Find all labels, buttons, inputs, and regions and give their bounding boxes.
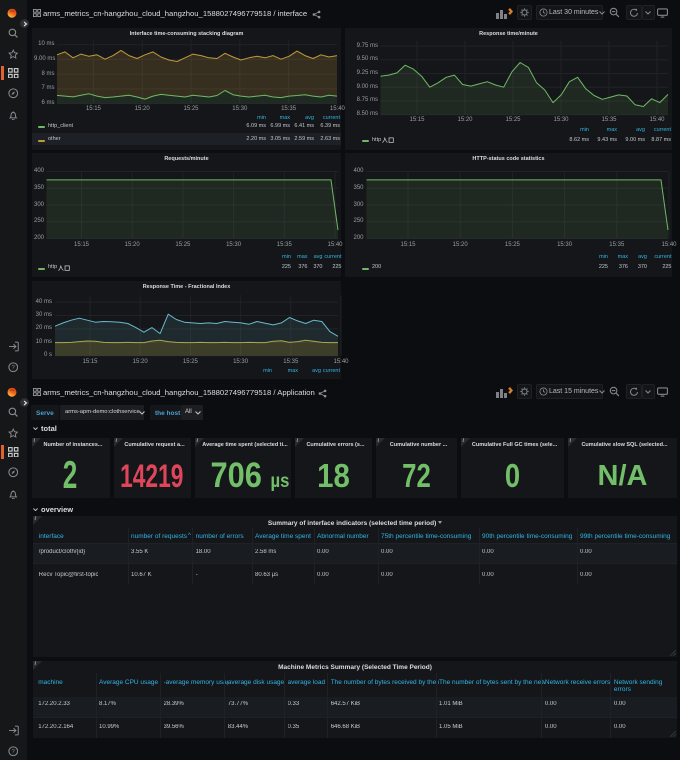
svg-text:?: ? <box>11 748 15 755</box>
svg-text:?: ? <box>11 364 15 371</box>
